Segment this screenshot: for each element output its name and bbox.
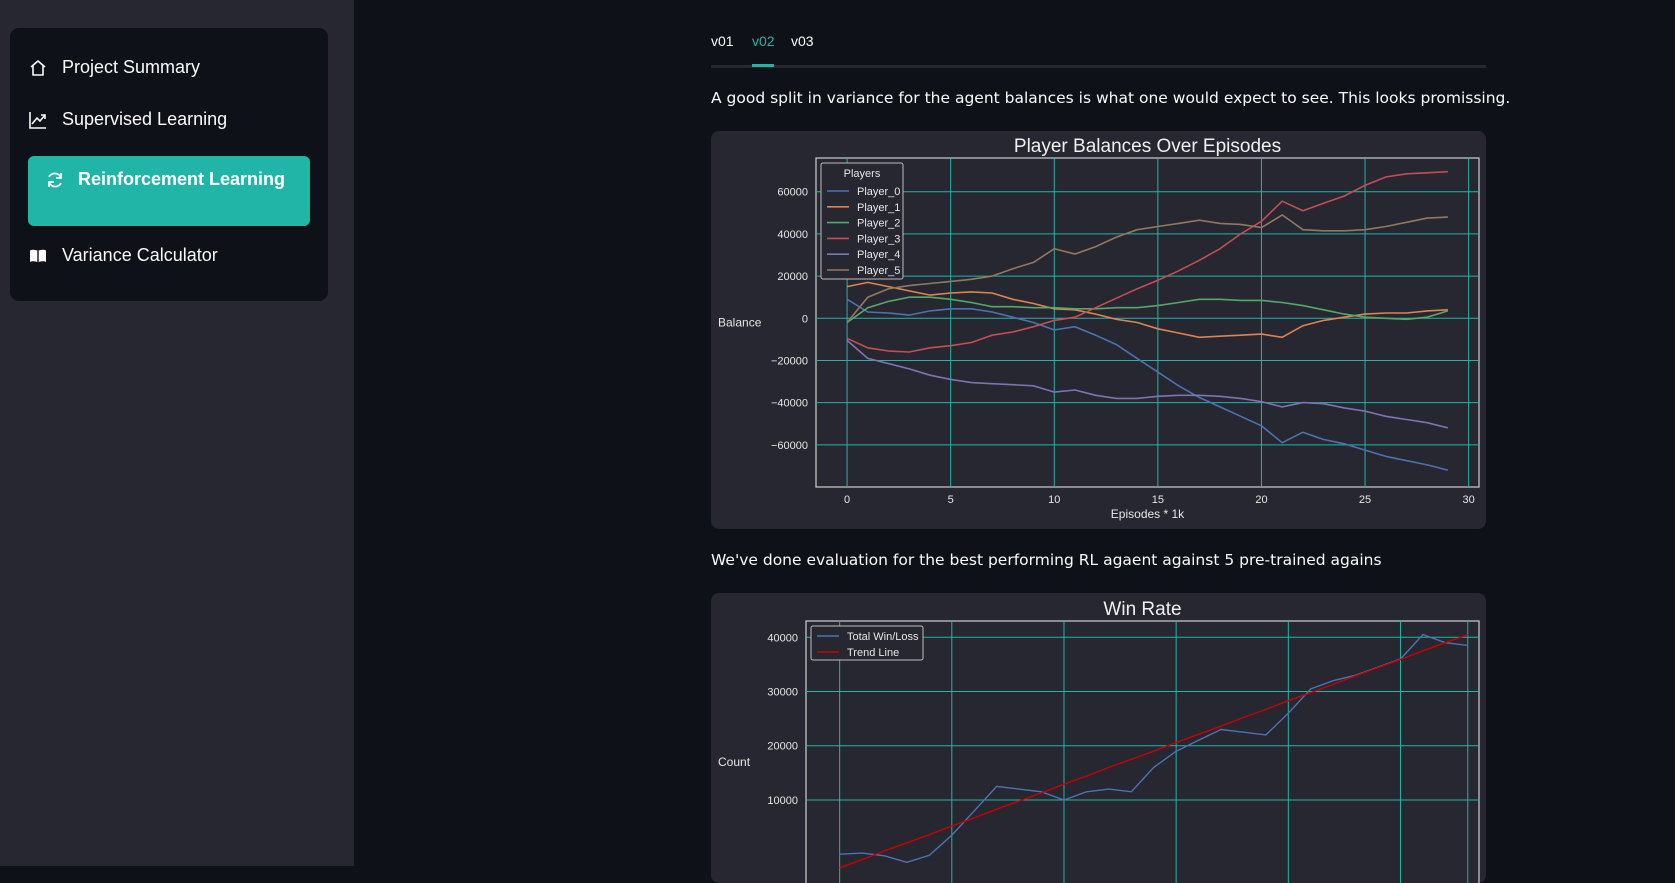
tab-active-indicator xyxy=(752,64,774,67)
tab-v03[interactable]: v03 xyxy=(791,33,814,49)
legend-title: Players xyxy=(844,168,881,180)
tab-v02[interactable]: v02 xyxy=(752,33,775,49)
y-tick-label: 40000 xyxy=(767,632,798,644)
sidebar: Project Summary Supervised Learning Rein… xyxy=(0,0,354,866)
sidebar-item-label: Variance Calculator xyxy=(62,245,218,265)
legend-entry: Player_2 xyxy=(857,218,900,230)
y-axis-label: Count xyxy=(718,755,751,769)
winrate-chart-panel: 10000 20000 30000 40000 Win Rate Count Total W… xyxy=(711,593,1486,883)
x-tick-label: 15 xyxy=(1152,494,1164,506)
legend-entry: Trend Line xyxy=(847,647,899,659)
sidebar-item-variance-calculator[interactable]: Variance Calculator xyxy=(28,245,308,266)
series-line-player-4 xyxy=(846,339,1449,429)
x-tick-label: 20 xyxy=(1255,494,1267,506)
x-tick-label: 5 xyxy=(948,494,954,506)
legend-entry: Player_3 xyxy=(857,233,900,245)
x-tick-label: 30 xyxy=(1463,494,1475,506)
y-tick-label: 40000 xyxy=(777,229,808,241)
legend-entry: Player_0 xyxy=(857,186,900,198)
trending-up-icon xyxy=(28,110,48,130)
y-tick-label: 20000 xyxy=(767,741,798,753)
series-line-trend-line xyxy=(839,633,1469,869)
series-line-player-0 xyxy=(846,298,1449,471)
player-balances-chart: 0 5 10 15 20 25 30 −60000 −40000 −20000 0 20000 4000… xyxy=(718,136,1480,521)
sidebar-item-label: Project Summary xyxy=(62,57,201,77)
series-line-player-5 xyxy=(846,213,1448,324)
chart-legend: Total Win/Loss Trend Line xyxy=(810,625,924,661)
chart-legend: Players Player_0 Player_1 Player_2 Player_3 P… xyxy=(820,162,904,280)
chart-title: Win Rate xyxy=(1103,599,1181,620)
sidebar-item-label: Reinforcement Learning xyxy=(78,169,286,189)
series-line-player-3 xyxy=(846,170,1448,353)
legend-entry: Total Win/Loss xyxy=(847,631,919,643)
sidebar-item-supervised-learning[interactable]: Supervised Learning xyxy=(28,109,308,130)
sidebar-item-project-summary[interactable]: Project Summary xyxy=(28,57,308,78)
plot-area xyxy=(815,157,1480,488)
tab-list: v01 v02 v03 xyxy=(711,33,1486,69)
y-tick-label: −20000 xyxy=(771,355,808,367)
legend-entry: Player_1 xyxy=(857,202,900,214)
win-rate-chart: 10000 20000 30000 40000 Win Rate Count Total W… xyxy=(718,599,1480,883)
x-tick-label: 25 xyxy=(1359,494,1371,506)
y-tick-label: 20000 xyxy=(777,271,808,283)
home-icon xyxy=(28,58,48,78)
balance-chart-panel: 0 5 10 15 20 25 30 −60000 −40000 −20000 0 20000 4000… xyxy=(711,131,1486,529)
sidebar-item-reinforcement-learning[interactable]: Reinforcement Learning xyxy=(28,156,310,226)
legend-box xyxy=(820,162,904,280)
tab-bar xyxy=(711,65,1486,68)
balance-description: A good split in variance for the agent b… xyxy=(711,89,1511,107)
legend-entry: Player_5 xyxy=(857,265,900,277)
chart-title: Player Balances Over Episodes xyxy=(1014,136,1281,157)
x-tick-label: 0 xyxy=(844,494,850,506)
y-tick-label: 10000 xyxy=(767,795,798,807)
sidebar-nav: Project Summary Supervised Learning Rein… xyxy=(10,28,328,301)
y-tick-label: −40000 xyxy=(771,398,808,410)
y-tick-label: 60000 xyxy=(777,187,808,199)
x-axis-label: Episodes * 1k xyxy=(1111,507,1185,521)
refresh-icon xyxy=(45,170,65,195)
y-tick-label: 30000 xyxy=(767,687,798,699)
series-line-player-1 xyxy=(846,281,1448,339)
legend-entry: Player_4 xyxy=(857,249,900,261)
series-line-player-2 xyxy=(846,296,1449,324)
y-axis-label: Balance xyxy=(718,316,762,330)
x-tick-label: 10 xyxy=(1048,494,1060,506)
y-tick-label: −60000 xyxy=(771,440,808,452)
evaluation-description: We've done evaluation for the best perfo… xyxy=(711,551,1382,569)
tab-v01[interactable]: v01 xyxy=(711,33,734,49)
book-icon xyxy=(28,246,48,266)
sidebar-item-label: Supervised Learning xyxy=(62,109,228,129)
y-tick-label: 0 xyxy=(802,313,808,325)
